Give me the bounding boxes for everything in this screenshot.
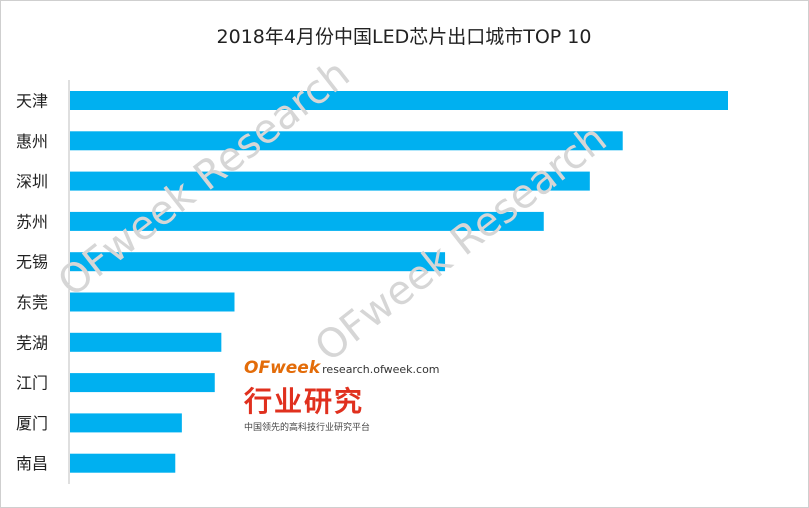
ofweek-research-logo: OFweek research.ofweek.com 行业研究 中国领先的高科技行… — [244, 358, 440, 433]
category-label-4: 苏州 — [16, 212, 48, 231]
category-label-1: 天津 — [16, 92, 48, 111]
chart-title: 2018年4月份中国LED芯片出口城市TOP 10 — [217, 26, 592, 48]
bar-7 — [70, 332, 222, 352]
category-label-2: 惠州 — [16, 132, 48, 151]
bar-9 — [70, 413, 182, 433]
bars-group — [70, 91, 728, 473]
category-label-10: 南昌 — [16, 454, 48, 473]
logo-tagline: 中国领先的高科技行业研究平台 — [244, 423, 371, 433]
category-label-7: 芜湖 — [16, 333, 48, 352]
logo-url: research.ofweek.com — [322, 363, 440, 376]
logo-name-cn: 行业研究 — [244, 385, 365, 418]
category-label-3: 深圳 — [16, 172, 48, 191]
category-label-9: 厦门 — [16, 414, 48, 433]
category-label-8: 江门 — [16, 374, 48, 393]
bar-3 — [70, 171, 590, 191]
category-label-6: 东莞 — [16, 293, 48, 312]
bar-2 — [70, 131, 623, 151]
bar-1 — [70, 91, 728, 110]
bar-10 — [70, 453, 176, 473]
logo-brand: OFweek — [244, 358, 321, 378]
bar-6 — [70, 292, 235, 312]
bar-4 — [70, 211, 544, 231]
bar-5 — [70, 252, 446, 272]
category-label-5: 无锡 — [16, 253, 48, 272]
bar-8 — [70, 373, 215, 393]
